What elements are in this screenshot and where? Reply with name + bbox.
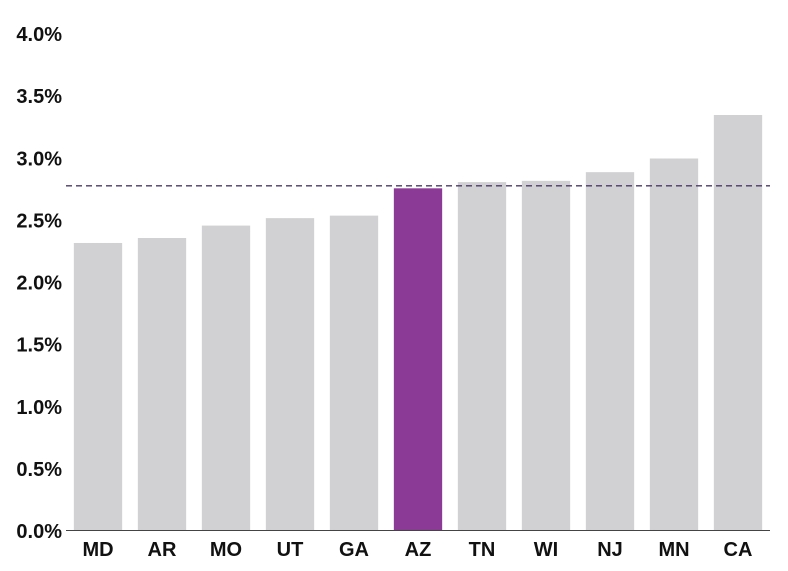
x-label-ga: GA [339, 539, 369, 561]
y-tick-label: 1.0% [16, 397, 62, 419]
y-tick-label: 1.5% [16, 335, 62, 357]
x-label-az: AZ [405, 539, 432, 561]
bars-group [73, 115, 763, 531]
bar-mo [201, 225, 251, 530]
bar-ga [329, 215, 379, 530]
bar-ut [265, 218, 315, 530]
y-tick-label: 0.0% [16, 521, 62, 543]
y-tick-label: 0.5% [16, 459, 62, 481]
x-label-ca: CA [724, 539, 753, 561]
y-tick-label: 2.0% [16, 273, 62, 295]
y-tick-label: 2.5% [16, 210, 62, 232]
x-category-labels: MD AR MO UT GA AZ TN WI NJ MN CA [82, 539, 752, 561]
x-label-tn: TN [469, 539, 496, 561]
bar-wi [521, 180, 571, 531]
x-label-wi: WI [534, 539, 558, 561]
bar-az [393, 188, 443, 530]
x-label-md: MD [82, 539, 113, 561]
y-tick-label: 4.0% [16, 24, 62, 46]
bar-md [73, 242, 123, 531]
x-label-ut: UT [277, 539, 304, 561]
bar-mn [649, 158, 699, 530]
x-label-nj: NJ [597, 539, 623, 561]
y-tick-label: 3.5% [16, 86, 62, 108]
bar-tn [457, 182, 507, 530]
y-tick-labels: 0.0% 0.5% 1.0% 1.5% 2.0% 2.5% 3.0% 3.5% 4.0% [16, 24, 62, 543]
x-label-mo: MO [210, 539, 242, 561]
bar-nj [585, 172, 635, 530]
x-label-ar: AR [148, 539, 177, 561]
y-tick-label: 3.0% [16, 148, 62, 170]
bar-ca [713, 115, 763, 530]
x-label-mn: MN [658, 539, 689, 561]
bar-ar [137, 238, 187, 530]
